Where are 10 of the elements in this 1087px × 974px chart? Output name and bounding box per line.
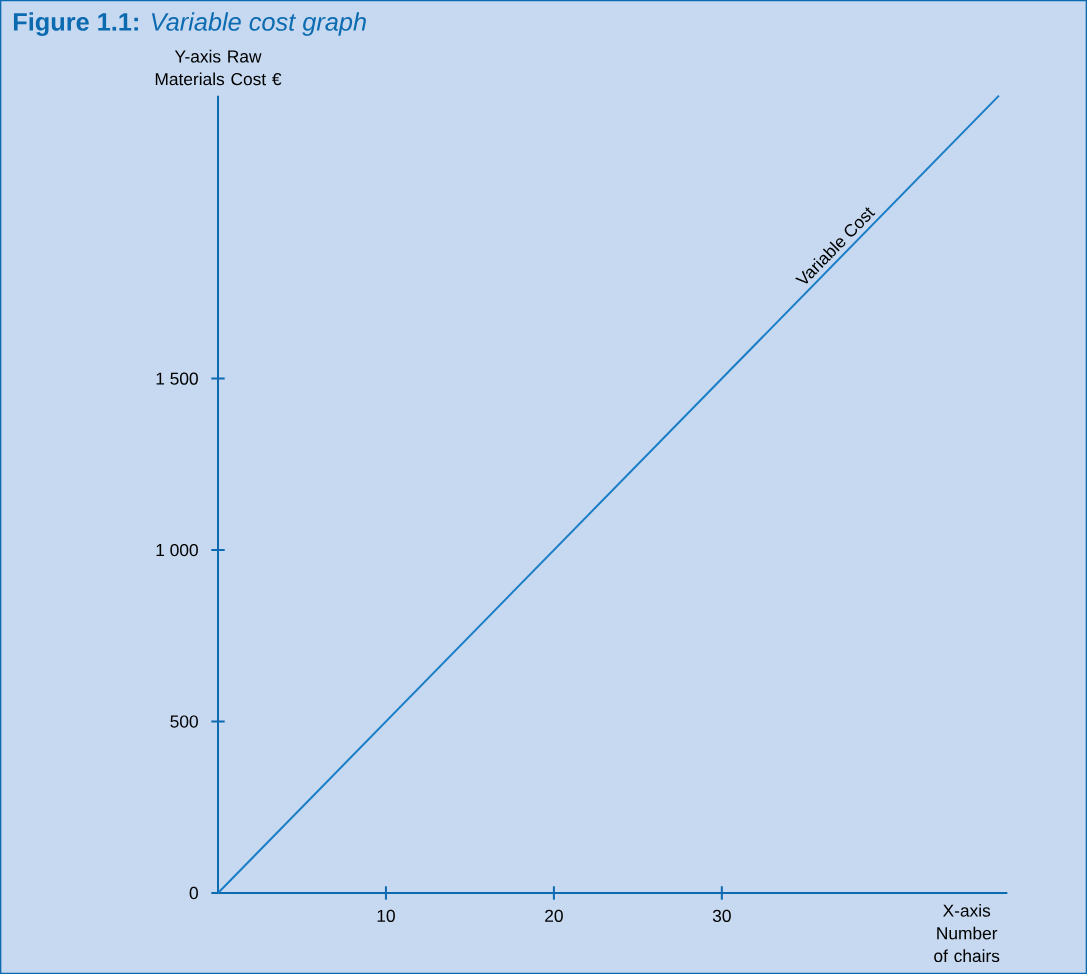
x-tick-label: 20: [545, 909, 563, 922]
y-tick-label: 0: [189, 886, 198, 900]
y-tick-label: 1 000: [156, 543, 198, 557]
x-tick-label: 10: [377, 909, 395, 922]
y-axis-title: Y-axis Raw Materials Cost €: [155, 49, 282, 86]
x-tick-label: 30: [712, 909, 731, 922]
chart-title: Figure 1.1: Variable cost graph: [13, 12, 366, 36]
y-tick-label: 500: [170, 715, 198, 728]
y-tick-label: 1 500: [156, 372, 198, 385]
x-axis-title: X-axis Number of chairs: [934, 904, 1000, 963]
